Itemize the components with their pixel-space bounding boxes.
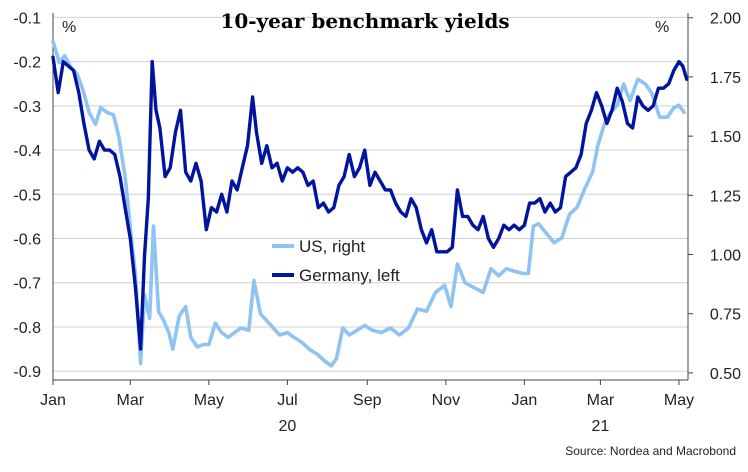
left-tick-label: -0.2 xyxy=(13,55,41,72)
left-tick-label: -0.8 xyxy=(13,320,41,337)
gridlines xyxy=(53,16,688,372)
legend-label-us: US, right xyxy=(299,237,365,256)
x-tick-label: Mar xyxy=(117,392,145,409)
x-tick-label: Sep xyxy=(353,392,382,409)
x-tick-label: Mar xyxy=(587,392,615,409)
left-tick-label: -0.3 xyxy=(13,99,41,116)
axes: -0.1 -0.2 -0.3 -0.4 -0.5 -0.6 -0.7 -0.8 -0.9 2.00… xyxy=(13,10,741,435)
series-lines xyxy=(51,39,689,368)
series-line-germany xyxy=(51,55,689,351)
right-tick-label: 1.75 xyxy=(710,70,741,87)
x-tick-label: May xyxy=(664,392,694,409)
source-note: Source: Nordea and Macrobond xyxy=(565,444,736,458)
left-axis-unit: % xyxy=(62,19,76,36)
x-tick-label: Nov xyxy=(432,392,460,409)
right-tick-label: 1.00 xyxy=(710,248,741,265)
right-tick-label: 0.50 xyxy=(710,366,741,383)
right-axis-unit: % xyxy=(655,19,669,36)
x-tick-label: May xyxy=(194,392,224,409)
x-year-label: 20 xyxy=(279,418,297,435)
right-tick-label: 1.50 xyxy=(710,129,741,146)
x-year-label: 21 xyxy=(592,418,610,435)
legend: US, right Germany, left xyxy=(272,237,400,285)
chart-title: 10-year benchmark yields xyxy=(220,9,509,33)
right-tick-label: 1.25 xyxy=(710,188,741,205)
x-tick-label: Jan xyxy=(40,392,66,409)
left-tick-label: -0.6 xyxy=(13,232,41,249)
x-tick-label: Jul xyxy=(277,392,297,409)
left-tick-label: -0.1 xyxy=(13,10,41,27)
right-tick-label: 0.75 xyxy=(710,307,741,324)
left-tick-label: -0.4 xyxy=(13,143,41,160)
left-tick-label: -0.9 xyxy=(13,364,41,381)
x-tick-label: Jan xyxy=(512,392,538,409)
legend-label-germany: Germany, left xyxy=(299,266,400,285)
left-tick-label: -0.5 xyxy=(13,187,41,204)
left-tick-label: -0.7 xyxy=(13,276,41,293)
right-tick-label: 2.00 xyxy=(710,11,741,28)
